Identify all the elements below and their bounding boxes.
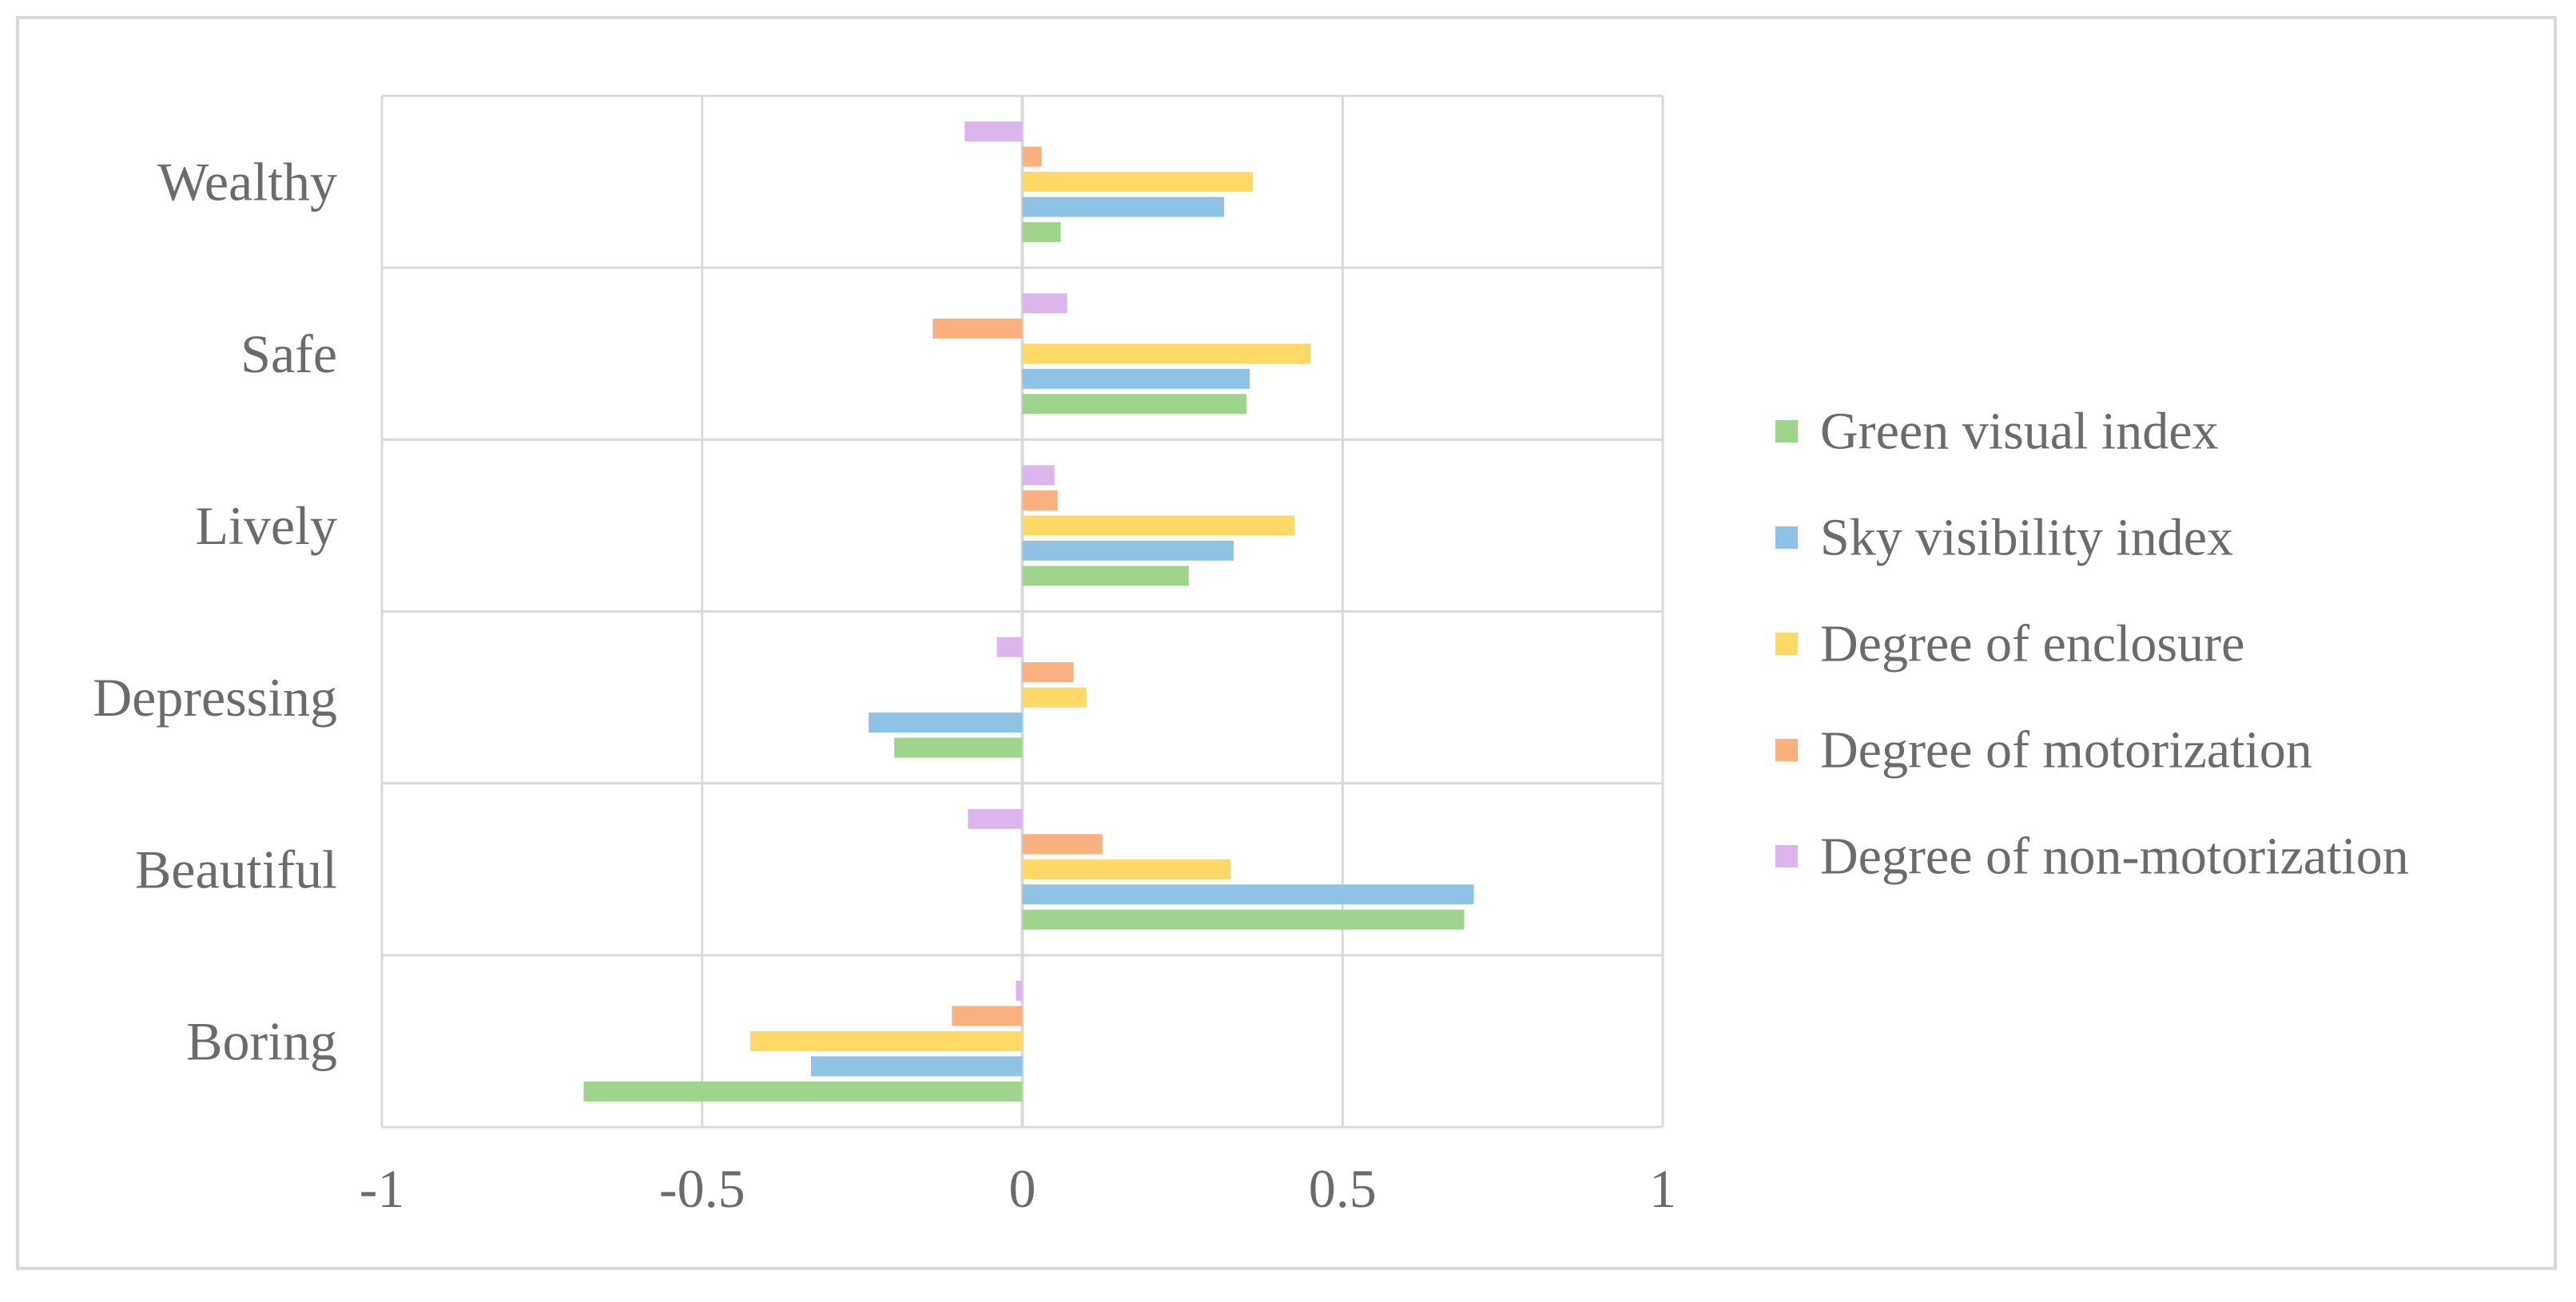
- category-label-safe: Safe: [241, 324, 337, 384]
- bar-wealthy-sky-visibility-index: [1022, 196, 1224, 217]
- bar-beautiful-degree-of-non-motorization: [968, 808, 1023, 829]
- bar-boring-green-visual-index: [583, 1081, 1023, 1102]
- x-tick-label-1: -0.5: [659, 1158, 745, 1219]
- bar-beautiful-green-visual-index: [1022, 909, 1465, 930]
- legend-swatch-degree-of-non-motorization: [1775, 845, 1798, 867]
- bar-safe-sky-visibility-index: [1022, 368, 1250, 389]
- legend-label-degree-of-enclosure: Degree of enclosure: [1820, 615, 2244, 673]
- bar-layer: [583, 121, 1474, 1102]
- bar-lively-degree-of-non-motorization: [1022, 465, 1055, 486]
- bar-beautiful-degree-of-motorization: [1022, 834, 1103, 855]
- chart-frame: Wealthy Safe Lively Depressing Beautiful Bori…: [16, 16, 2557, 1270]
- category-label-boring: Boring: [186, 1010, 337, 1071]
- category-label-lively: Lively: [195, 495, 337, 556]
- bar-boring-degree-of-enclosure: [749, 1030, 1023, 1051]
- bar-boring-degree-of-non-motorization: [1016, 980, 1023, 1001]
- legend-label-sky-visibility-index: Sky visibility index: [1820, 509, 2233, 567]
- category-labels: Wealthy Safe Lively Depressing Beautiful Bori…: [93, 152, 337, 1072]
- legend-label-degree-of-non-motorization: Degree of non-motorization: [1820, 828, 2409, 886]
- bar-safe-degree-of-enclosure: [1022, 343, 1311, 364]
- bar-boring-degree-of-motorization: [952, 1006, 1023, 1026]
- legend-label-green-visual-index: Green visual index: [1820, 403, 2219, 461]
- bar-depressing-sky-visibility-index: [869, 713, 1023, 733]
- legend: Green visual index Sky visibility index De…: [1775, 403, 2409, 886]
- bar-boring-sky-visibility-index: [811, 1056, 1023, 1077]
- legend-swatch-green-visual-index: [1775, 420, 1798, 443]
- bar-depressing-green-visual-index: [894, 737, 1023, 758]
- legend-swatch-degree-of-motorization: [1775, 739, 1798, 761]
- x-tick-label-4: 1: [1649, 1158, 1676, 1219]
- bar-wealthy-green-visual-index: [1022, 222, 1061, 243]
- bar-lively-degree-of-motorization: [1022, 490, 1058, 510]
- bar-depressing-degree-of-enclosure: [1022, 687, 1087, 708]
- bar-wealthy-degree-of-enclosure: [1022, 172, 1254, 193]
- legend-swatch-degree-of-enclosure: [1775, 633, 1798, 655]
- category-label-beautiful: Beautiful: [135, 839, 337, 899]
- bar-safe-degree-of-motorization: [932, 318, 1023, 339]
- bar-lively-sky-visibility-index: [1022, 540, 1234, 561]
- x-tick-labels: -1 -0.5 0 0.5 1: [360, 1158, 1676, 1219]
- x-tick-label-2: 0: [1009, 1158, 1036, 1219]
- bar-beautiful-degree-of-enclosure: [1022, 859, 1230, 879]
- bar-lively-green-visual-index: [1022, 566, 1189, 586]
- category-label-wealthy: Wealthy: [157, 152, 337, 212]
- bar-safe-green-visual-index: [1022, 394, 1247, 415]
- grid-layer: [380, 94, 1664, 1129]
- bar-lively-degree-of-enclosure: [1022, 515, 1295, 536]
- bar-beautiful-sky-visibility-index: [1022, 884, 1474, 905]
- bar-chart: Wealthy Safe Lively Depressing Beautiful Bori…: [93, 94, 2409, 1219]
- x-tick-label-3: 0.5: [1309, 1158, 1377, 1219]
- category-label-depressing: Depressing: [93, 667, 337, 728]
- legend-swatch-sky-visibility-index: [1775, 526, 1798, 549]
- bar-depressing-degree-of-non-motorization: [996, 637, 1023, 657]
- bar-depressing-degree-of-motorization: [1022, 662, 1074, 683]
- bar-wealthy-degree-of-non-motorization: [964, 121, 1023, 142]
- x-tick-label-0: -1: [360, 1158, 405, 1219]
- bar-wealthy-degree-of-motorization: [1022, 146, 1042, 167]
- legend-label-degree-of-motorization: Degree of motorization: [1820, 721, 2312, 780]
- bar-safe-degree-of-non-motorization: [1022, 293, 1067, 314]
